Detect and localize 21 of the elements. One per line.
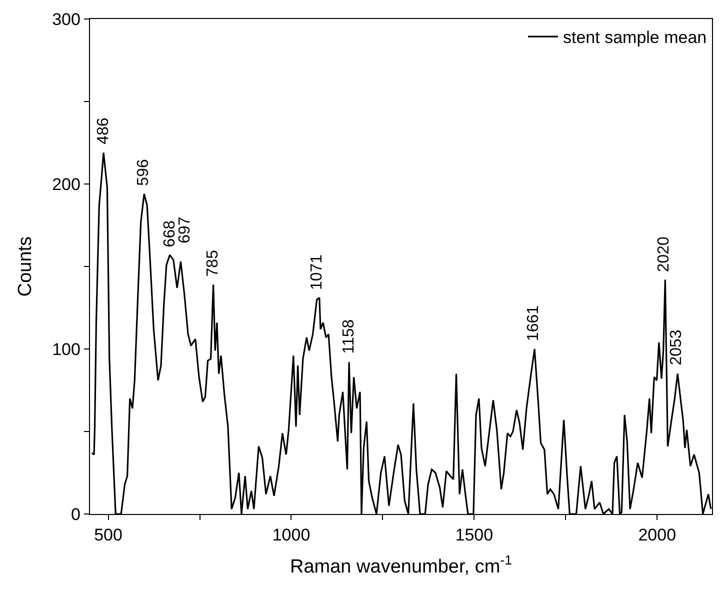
annotation: 486 [95,118,112,144]
annotation: 596 [135,159,152,186]
y-axis-title: Counts [14,236,36,297]
annotation: 1661 [525,305,542,342]
annotation: 668 [161,220,178,248]
legend-label: stent sample mean [563,28,707,48]
y-tick-label: 300 [52,10,80,29]
y-tick-label: 0 [70,504,80,524]
annotation: 1158 [340,319,358,354]
annotation: 697 [176,216,194,244]
annotation: 2053 [668,330,685,366]
annotation: 2020 [656,236,673,272]
x-tick-label: 2000 [638,526,676,545]
x-tick-label: 1500 [455,526,494,545]
x-axis-title: Raman wavenumber, cm$^{-1}$ [290,552,512,578]
y-tick-label: 100 [52,340,80,359]
x-tick-label: 1000 [272,526,310,545]
x-tick-label: 500 [94,526,122,545]
annotation: 1071 [308,254,326,290]
annotation: 785 [204,250,222,277]
y-tick-label: 200 [52,174,80,194]
